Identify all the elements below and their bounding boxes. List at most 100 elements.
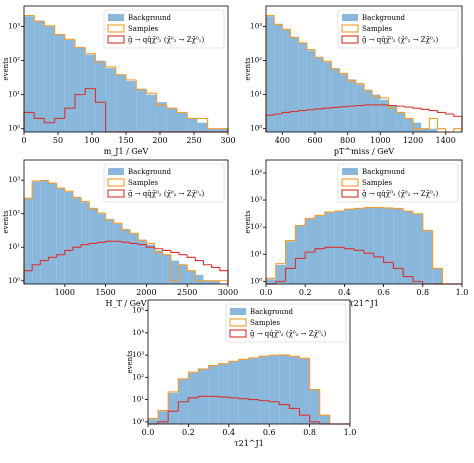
x-tick-label: 0.6 [377,288,390,297]
bar [95,61,105,132]
y-axis-label: events [2,210,10,234]
bar [364,208,374,284]
legend-label: Samples [128,25,158,33]
step [289,355,299,356]
step [320,390,330,415]
step [340,69,348,73]
legend-label: Samples [362,25,392,33]
step [130,230,138,233]
y-tick-label: 10⁴ [132,329,144,337]
legend-label: Background [362,168,406,176]
x-tick-label: 3000 [218,288,238,297]
step [274,16,282,25]
bar [249,358,259,424]
x-tick-label: 0.6 [263,428,276,437]
bar [148,419,158,424]
bar [315,57,323,132]
step [65,35,75,40]
step [55,26,65,35]
bar [155,250,163,284]
y-tick-label: 10³ [8,23,20,31]
bar [24,16,34,132]
bar [65,192,73,284]
bar [413,214,423,284]
step [75,39,85,47]
bar [300,359,310,424]
legend-label: Background [362,14,406,22]
step [44,22,54,26]
x-tick-label: 1200 [403,136,423,145]
legend-label: Background [128,14,172,22]
step [300,356,310,358]
x-axis-label: m_J1 / GeV [104,147,149,156]
step [146,240,154,243]
y-tick-label: 10⁰ [8,125,20,133]
y-tick-label: 10¹ [250,91,262,99]
bar [299,43,307,132]
x-tick-label: 1.0 [344,428,357,437]
step [446,129,454,132]
bar [307,50,315,132]
x-tick-label: 300 [220,136,235,145]
step [364,105,372,106]
step [397,105,405,106]
bar [389,105,397,132]
step [187,112,197,118]
x-tick-label: 1000 [370,136,390,145]
step [65,188,73,191]
step [442,268,452,284]
step [122,223,130,230]
step [310,358,320,389]
step [413,107,421,108]
legend-label: Samples [250,319,280,327]
step [330,415,340,424]
bar [188,373,198,424]
x-tick-label: 400 [275,136,290,145]
step [167,105,177,108]
step [454,129,462,132]
bar [40,180,48,284]
y-tick-label: 10⁰ [250,277,262,285]
bar [157,102,167,132]
step [389,105,397,106]
bar [197,123,207,132]
step [380,96,388,98]
bar [397,112,405,132]
bar [291,37,299,132]
x-tick-label: 100 [84,136,99,145]
bar [320,415,330,424]
bar [114,224,122,284]
step [307,43,315,50]
bar [122,229,130,284]
bar [423,230,433,284]
bar [146,95,156,132]
step [356,80,364,83]
bar [209,366,219,424]
step [356,105,364,106]
step [397,108,405,112]
y-axis-label: events [126,350,134,374]
x-tick-label: 0.0 [260,288,273,297]
bar [146,245,154,284]
step [48,180,56,183]
step [315,50,323,58]
step [323,58,331,61]
x-tick-label: 600 [307,136,322,145]
x-tick-label: 0.4 [338,288,351,297]
x-tick-label: 0.2 [182,428,195,437]
step [73,191,81,198]
bar [81,202,89,284]
legend-swatch [342,168,358,175]
x-tick-label: 0.4 [222,428,235,437]
step [446,112,454,114]
legend-label: g̃ → qq̄χ̃⁰₂ (χ̃⁰₂ → Zχ̃⁰₁) [250,329,326,338]
bar [286,241,296,284]
bar [259,356,269,424]
step [106,62,116,67]
bar [106,219,114,284]
legend-swatch [230,308,246,315]
x-axis-label: τ21^J1 [349,299,379,308]
y-axis-label: events [2,57,10,81]
x-tick-label: 1500 [95,288,115,297]
bar [331,68,339,132]
